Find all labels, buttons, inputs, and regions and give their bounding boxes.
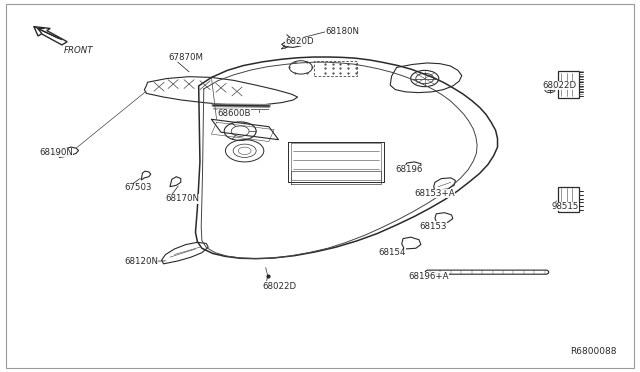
- Text: 67503: 67503: [124, 183, 152, 192]
- Text: 68190N: 68190N: [39, 148, 73, 157]
- Text: 68153+A: 68153+A: [415, 189, 455, 198]
- Text: 6820D: 6820D: [285, 37, 314, 46]
- Text: 68196: 68196: [396, 165, 423, 174]
- Text: 68120N: 68120N: [124, 257, 158, 266]
- Text: 68022D: 68022D: [542, 81, 577, 90]
- Text: 68022D: 68022D: [262, 282, 297, 291]
- Text: 68180N: 68180N: [325, 26, 359, 36]
- Text: 98515: 98515: [551, 202, 579, 211]
- Text: 68154: 68154: [379, 248, 406, 257]
- Text: 67870M: 67870M: [169, 52, 204, 61]
- Text: 68153: 68153: [419, 221, 447, 231]
- Text: R6800088: R6800088: [570, 347, 617, 356]
- Text: FRONT: FRONT: [63, 46, 93, 55]
- Text: 68196+A: 68196+A: [408, 272, 449, 281]
- Text: 68170N: 68170N: [166, 195, 200, 203]
- Text: 68600B: 68600B: [218, 109, 252, 118]
